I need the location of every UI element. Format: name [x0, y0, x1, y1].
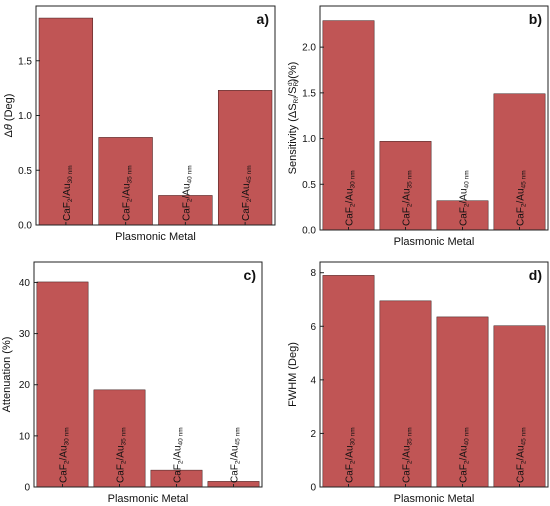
chart-panel-2: CaF2/Au30 nm CaF2/Au35 nm CaF2/Au40 nm CaF2… [287, 5, 549, 248]
y-tick-label: 8 [310, 268, 316, 279]
y-tick-label: 2 [310, 429, 316, 440]
bar [36, 281, 89, 488]
y-tick-label: 20 [19, 380, 31, 391]
bar-label: CaF2/Au30 nm [59, 427, 71, 483]
y-axis-label: Δθ (Deg) [3, 94, 15, 138]
bar [322, 20, 375, 231]
plot-frame [319, 5, 549, 231]
bar [436, 316, 489, 488]
bar-label: CaF2/Au35 nm [116, 427, 128, 483]
bar-label: CaF2/Au40 nm [173, 427, 185, 483]
y-tick-label: 0.0 [302, 226, 316, 237]
y-tick-label: 30 [19, 329, 31, 340]
x-axis-label: Plasmonic Metal [394, 493, 475, 505]
plot-frame [319, 261, 549, 488]
panel-letter: a) [257, 11, 269, 27]
plot-frame [33, 261, 263, 488]
bar-label: CaF2/Au30 nm [62, 165, 74, 221]
bar-label: CaF2/Au30 nm [345, 427, 357, 483]
bar [436, 200, 489, 231]
bar [322, 275, 375, 488]
bar-label: CaF2/Au40 nm [459, 170, 471, 226]
y-tick-label: 40 [19, 278, 31, 289]
bar-label: CaF2/Au35 nm [122, 165, 134, 221]
chart-panel-3: CaF2/Au30 nm CaF2/Au35 nm CaF2/Au40 nm CaF2… [1, 261, 263, 505]
y-tick-label: 6 [310, 322, 316, 333]
bar [38, 17, 94, 226]
bar-label: CaF2/Au45 nm [241, 165, 253, 221]
chart-panel-4: CaF2/Au30 nm CaF2/Au35 nm CaF2/Au40 nm CaF2… [287, 261, 549, 505]
panel-letter: b) [529, 11, 542, 27]
y-tick-label: 4 [310, 375, 316, 386]
panel-letter: c) [244, 267, 256, 283]
panel-letter: d) [529, 267, 542, 283]
bar-label: CaF2/Au40 nm [459, 427, 471, 483]
y-tick-label: 0.5 [302, 180, 316, 191]
bar-label: CaF2/Au35 nm [402, 427, 414, 483]
chart-panel-1: CaF2/Au30 nm CaF2/Au35 nm CaF2/Au40 nm CaF2… [3, 5, 276, 243]
bar [217, 90, 273, 226]
x-axis-label: Plasmonic Metal [394, 236, 475, 248]
x-axis-label: Plasmonic Metal [108, 493, 189, 505]
bar [98, 137, 153, 226]
y-tick-label: 1.0 [302, 134, 316, 145]
y-tick-label: 0 [24, 483, 30, 494]
bar [158, 195, 213, 226]
y-tick-label: 1.5 [302, 88, 316, 99]
y-tick-label: 2.0 [302, 43, 316, 54]
y-axis-label: FWHM (Deg) [287, 342, 299, 407]
y-tick-label: 1.0 [18, 111, 32, 122]
y-axis-label: Attenuation (%) [1, 337, 13, 413]
bar-label: CaF2/Au45 nm [516, 427, 528, 483]
bar-label: CaF2/Au40 nm [181, 165, 193, 221]
bar-label: CaF2/Au30 nm [345, 170, 357, 226]
y-tick-label: 0.0 [18, 221, 32, 232]
y-tick-label: 0.5 [18, 166, 32, 177]
bar-label: CaF2/Au45 nm [516, 170, 528, 226]
y-tick-label: 10 [19, 431, 31, 442]
y-axis-label: Sensitivity (ΔSRI/SRId)(%) [287, 62, 300, 175]
y-tick-label: 0 [310, 483, 316, 494]
bar [493, 325, 546, 488]
x-axis-label: Plasmonic Metal [115, 231, 196, 243]
bar [379, 300, 432, 488]
bar [93, 389, 146, 488]
bar [379, 141, 432, 231]
bar-label: CaF2/Au35 nm [402, 170, 414, 226]
bar-label: CaF2/Au45 nm [230, 427, 242, 483]
y-tick-label: 1.5 [18, 56, 32, 67]
